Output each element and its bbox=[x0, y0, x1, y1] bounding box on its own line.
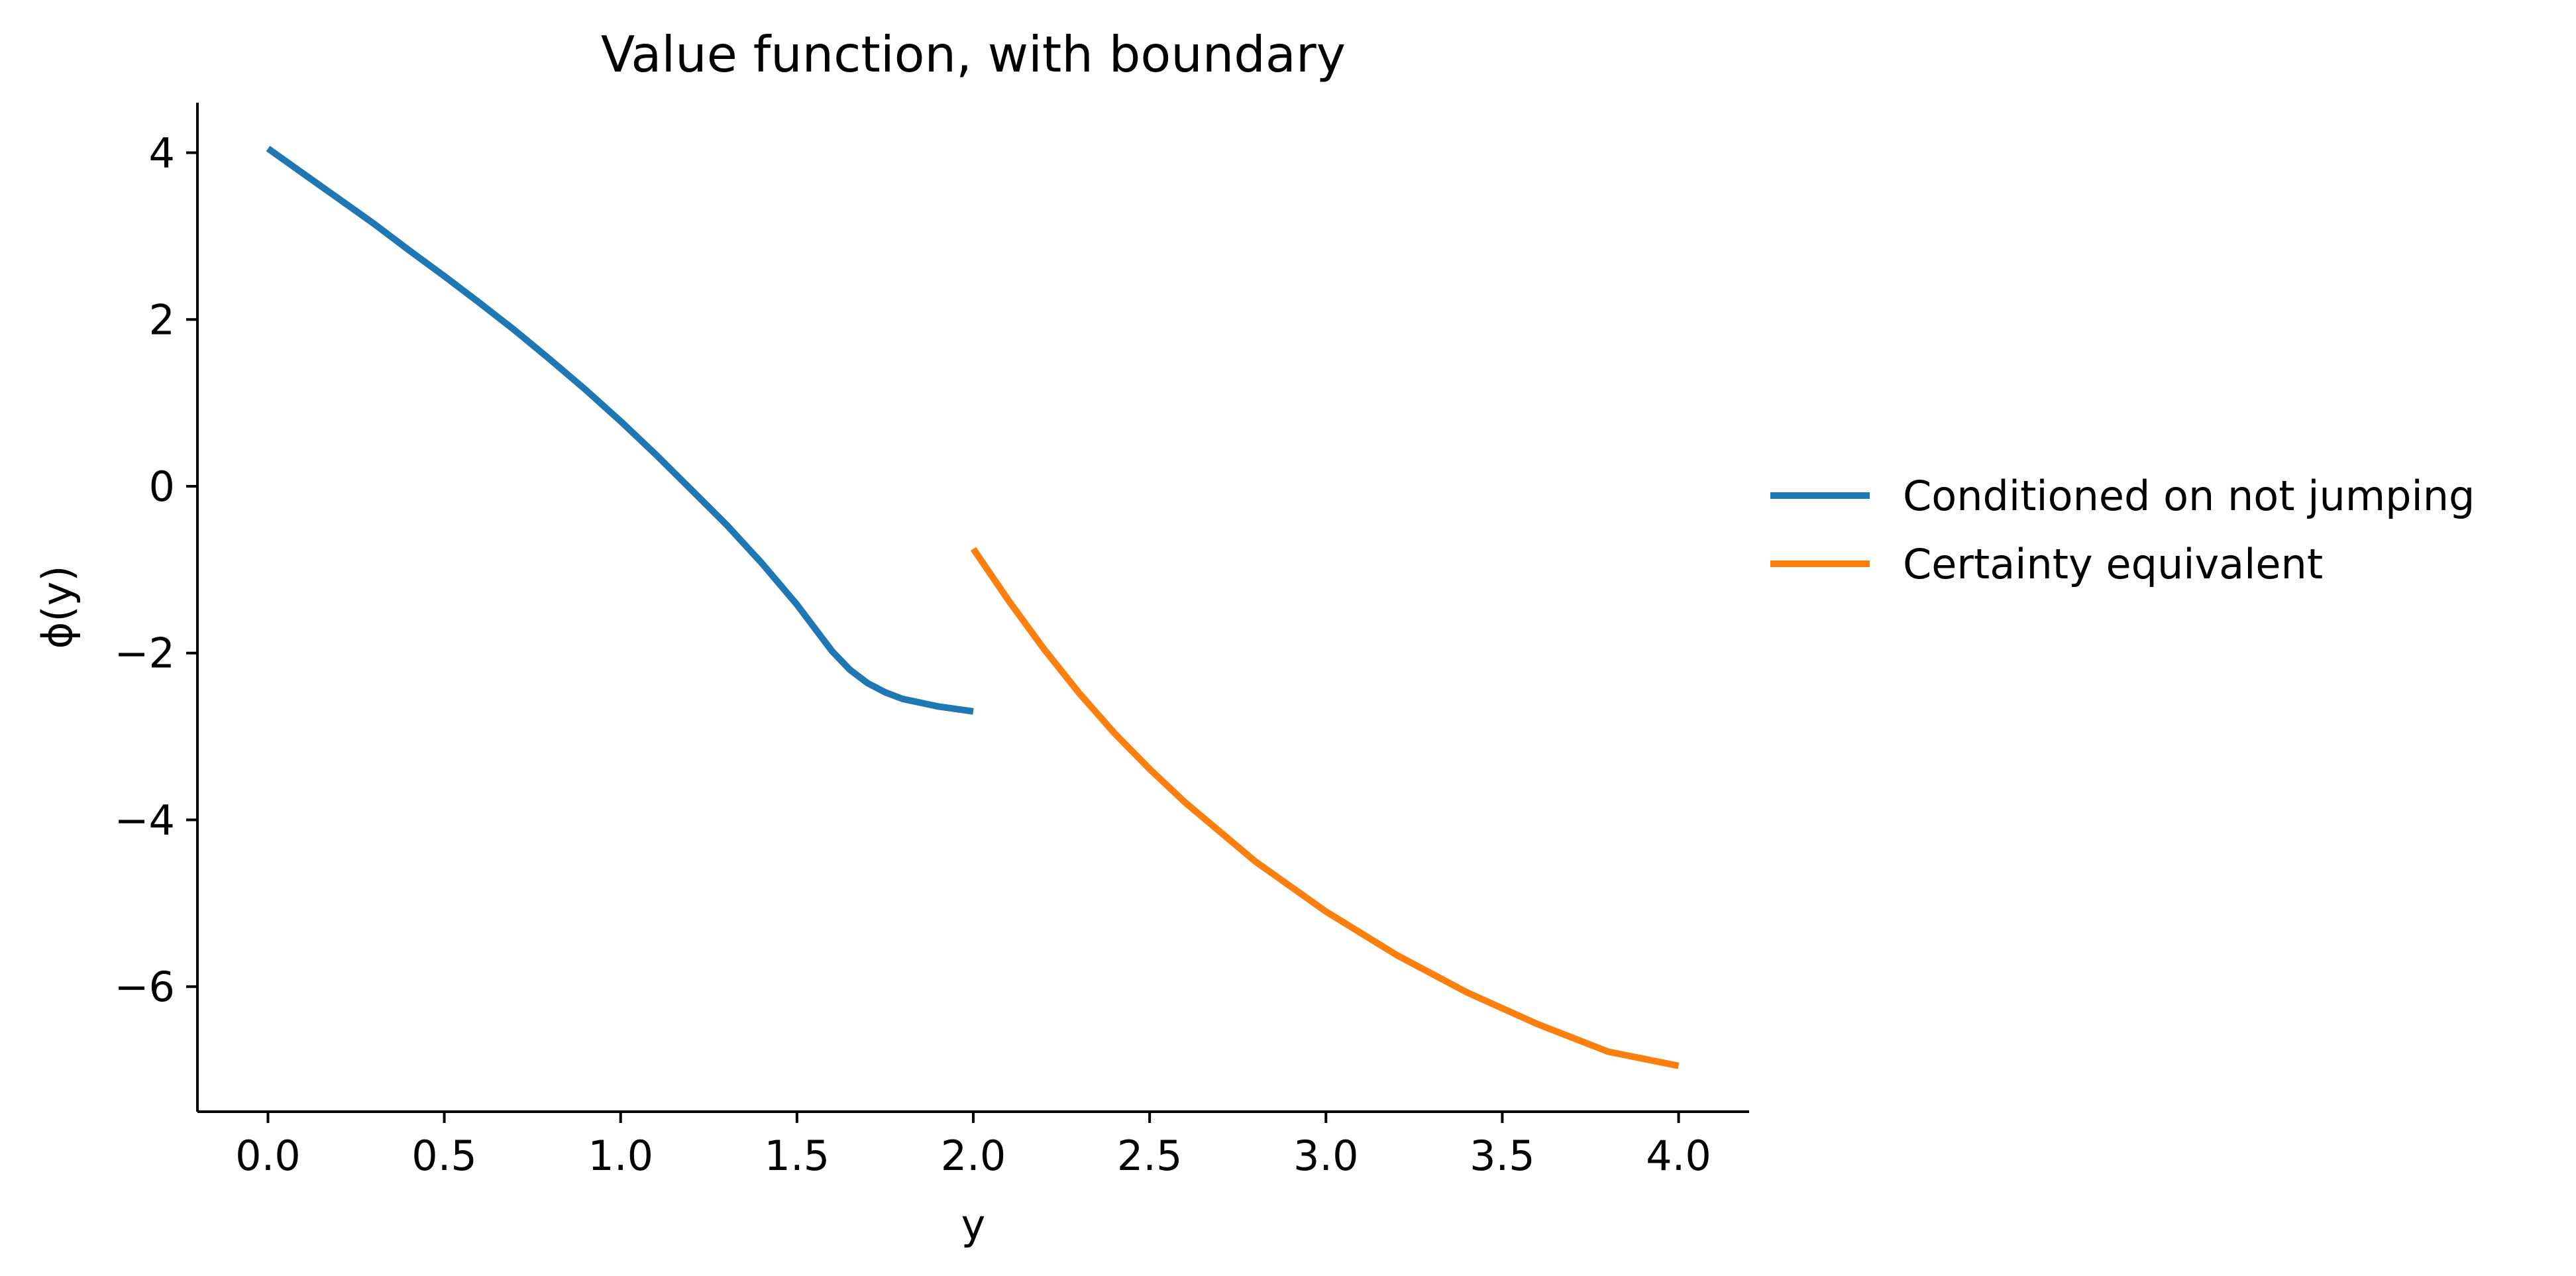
chart-title: Value function, with boundary bbox=[601, 25, 1346, 83]
y-tick-label: −6 bbox=[115, 963, 175, 1011]
y-tick-label: −2 bbox=[115, 629, 175, 678]
series-layer bbox=[266, 146, 1680, 1069]
x-tick-label: 2.0 bbox=[941, 1132, 1006, 1180]
series-line-conditioned-on-not-jumping bbox=[266, 146, 974, 715]
y-axis-label: ϕ(y) bbox=[33, 566, 81, 649]
legend-label: Conditioned on not jumping bbox=[1903, 472, 2475, 520]
x-tick-label: 1.0 bbox=[588, 1132, 653, 1180]
x-tick-label: 0.5 bbox=[411, 1132, 477, 1180]
y-tick-label: 4 bbox=[149, 129, 175, 178]
legend: Conditioned on not jumping Certainty equi… bbox=[1770, 472, 2475, 588]
x-tick-label: 2.5 bbox=[1117, 1132, 1183, 1180]
x-tick-label: 1.5 bbox=[765, 1132, 830, 1180]
x-axis-label: y bbox=[961, 1200, 986, 1249]
y-tick-label: −4 bbox=[115, 796, 175, 844]
x-tick-label: 0.0 bbox=[235, 1132, 301, 1180]
legend-label: Certainty equivalent bbox=[1903, 540, 2323, 588]
x-tick-label: 4.0 bbox=[1646, 1132, 1711, 1180]
x-tick-label: 3.5 bbox=[1470, 1132, 1535, 1180]
ticks-layer: 0.0 0.5 1.0 1.5 2.0 2.5 3.0 3.5 4.0 4 2 0 −2 −4 −6 bbox=[115, 129, 1711, 1180]
y-tick-label: 0 bbox=[149, 462, 175, 511]
x-tick-label: 3.0 bbox=[1293, 1132, 1359, 1180]
series-line-certainty-equivalent bbox=[970, 547, 1680, 1069]
y-tick-label: 2 bbox=[149, 295, 175, 344]
